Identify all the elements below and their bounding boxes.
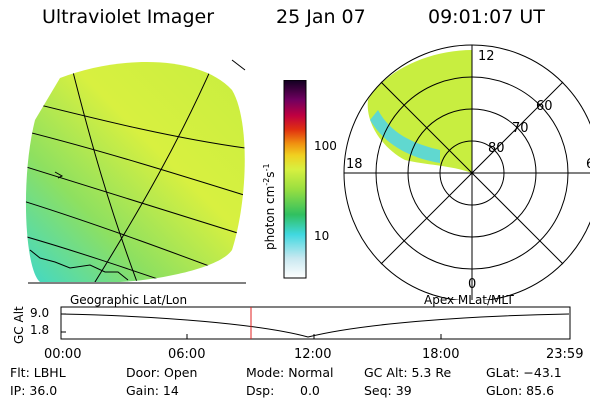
colorbar-unit-label: photon cm-2s-1 [262,163,277,250]
observation-time: 09:01:07 UT [428,6,545,28]
glat-info: GLat: −43.1 [486,365,562,380]
colorbar-tick-100: 100 [314,139,337,153]
polar-aurora-image [367,50,472,173]
mode-info: Mode: Normal [246,365,334,380]
apex-label: Apex MLat/MLT [424,293,514,307]
seq-info: Seq: 39 [364,383,412,398]
latlon-grid [25,62,245,283]
dsp-value: 0.0 [300,383,320,398]
colorbar-tick-10: 10 [314,229,330,243]
mlt-6-label: 6 [586,157,590,172]
coastlines [29,59,246,281]
ip-info: IP: 36.0 [10,383,58,398]
mlt-12-label: 12 [478,49,495,64]
polar-plot: 12 18 6 0 60 70 80 [343,44,590,300]
lat-70-label: 70 [512,121,529,136]
altitude-axis-label: GC Alt [12,306,26,344]
mlt-18-label: 18 [346,157,363,172]
time-tick-4: 23:59 [546,347,584,362]
geographic-label: Geographic Lat/Lon [70,293,188,307]
time-tick-3: 18:00 [422,347,460,362]
filter-info: Flt: LBHL [10,365,66,380]
mlt-0-label: 0 [468,277,476,292]
glon-info: GLon: 85.6 [486,383,555,398]
altitude-tick-bottom: 1.8 [30,323,50,337]
door-info: Door: Open [126,365,198,380]
polar-grid [343,44,590,300]
altitude-tick-top: 9.0 [30,306,50,320]
dsp-label: Dsp: [246,383,275,398]
gain-info: Gain: 14 [126,383,179,398]
time-tick-2: 12:00 [294,347,332,362]
lat-80-label: 80 [488,141,505,156]
earth-disk [25,62,245,283]
instrument-title: Ultraviolet Imager [42,6,215,28]
altitude-plot [60,306,571,340]
color-bar [283,80,307,279]
altitude-curve [60,313,570,338]
gc-alt-info: GC Alt: 5.3 Re [364,365,452,380]
observation-date: 25 Jan 07 [276,6,366,28]
time-tick-1: 06:00 [168,347,206,362]
time-tick-0: 00:00 [44,347,82,362]
lat-60-label: 60 [536,99,553,114]
